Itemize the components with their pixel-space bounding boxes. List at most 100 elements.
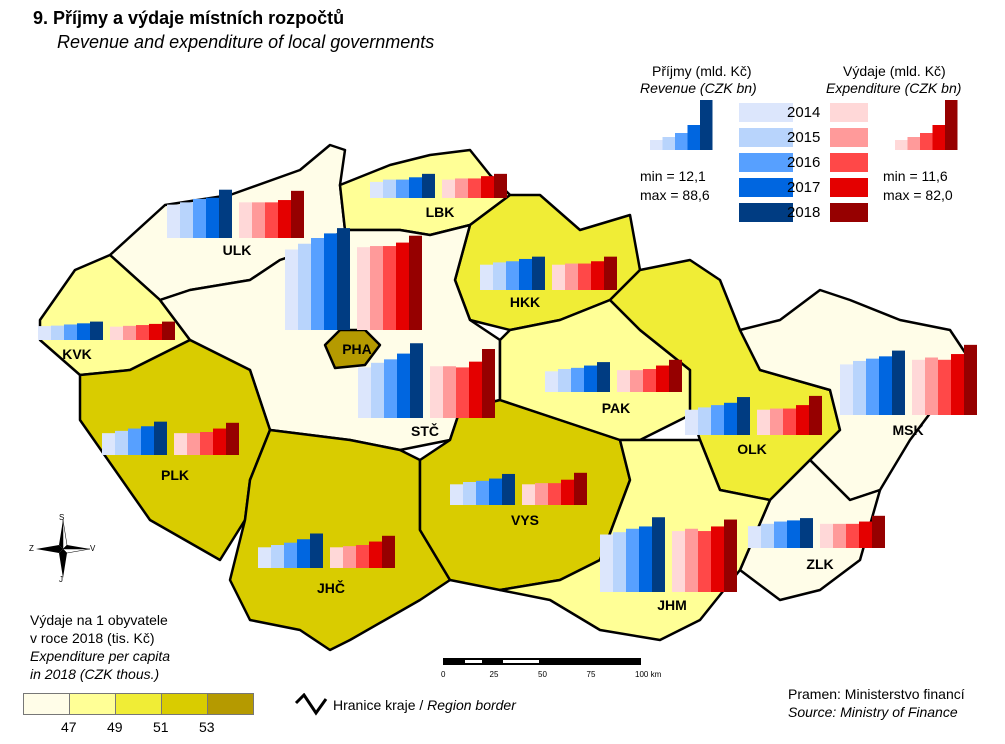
- expenditure-legend-title: Výdaje (mld. Kč): [843, 63, 946, 79]
- revenue-bar-kvk-2017: [77, 323, 90, 340]
- region-border-label-cz: Hranice kraje /: [333, 697, 428, 713]
- revenue-bar-olk-2014: [685, 409, 698, 435]
- expenditure-bar-stč-2018: [482, 349, 495, 418]
- expenditure-bar-pak-2014: [617, 370, 630, 392]
- class-swatch-0: [24, 694, 69, 714]
- revenue-bar-vys-2015: [463, 482, 476, 505]
- class-swatch-4: [207, 694, 253, 714]
- revenue-bar-pha-2014: [285, 249, 298, 330]
- year-label: 2014: [787, 104, 821, 121]
- expenditure-legend-subtitle: Expenditure (CZK bn): [826, 80, 962, 96]
- year-label: 2015: [787, 129, 821, 146]
- expenditure-bar-kvk-2017: [149, 323, 162, 340]
- revenue-bar-pha-2017: [324, 233, 337, 330]
- expenditure-bar-lbk-2018: [494, 173, 507, 198]
- expenditure-bar-pak-2016: [643, 369, 656, 392]
- expenditure-bar-jhč-2016: [356, 545, 369, 568]
- revenue-bar-kvk-2014: [38, 326, 51, 340]
- revenue-bar-pha-2018: [337, 228, 350, 330]
- revenue-min: min = 12,1: [640, 168, 706, 184]
- figure-subtitle: Revenue and expenditure of local governm…: [57, 32, 435, 52]
- region-label-plk: PLK: [161, 467, 189, 483]
- revenue-bar-plk-2018: [154, 421, 167, 455]
- revenue-bar-lbk-2015: [383, 179, 396, 198]
- revenue-bar-stč-2015: [371, 362, 384, 418]
- expenditure-bar-hkk-2016: [578, 263, 591, 290]
- class-swatch-2: [115, 694, 161, 714]
- region-label-zlk: ZLK: [806, 556, 834, 572]
- year-label: 2017: [787, 179, 821, 196]
- revenue-bar-zlk-2017: [787, 520, 800, 548]
- expenditure-bar-stč-2014: [430, 366, 443, 418]
- region-label-olk: OLK: [737, 441, 767, 457]
- expenditure-bar-msk-2014: [912, 359, 925, 415]
- expenditure-bar-ulk-2018: [291, 190, 304, 238]
- expenditure-bar-pha-2014: [357, 247, 370, 330]
- revenue-bar-jhč-2017: [297, 539, 310, 568]
- choropleth-title-en2: in 2018 (CZK thous.): [30, 666, 160, 682]
- revenue-bar-stč-2018: [410, 343, 423, 418]
- expenditure-bar-jhm-2017: [711, 526, 724, 592]
- revenue-bar-vys-2018: [502, 473, 515, 505]
- expenditure-legend-bars: [895, 100, 958, 150]
- revenue-bar-msk-2016: [866, 358, 879, 415]
- expenditure-bar-plk-2017: [213, 428, 226, 455]
- expenditure-bar-ulk-2016: [265, 202, 278, 238]
- revenue-bar-msk-2017: [879, 356, 892, 415]
- compass-rose-icon: [36, 519, 91, 578]
- legend-bar: [907, 137, 920, 150]
- revenue-swatch-2014: [739, 103, 793, 122]
- region-label-hkk: HKK: [509, 294, 541, 310]
- legend-bar: [895, 140, 908, 150]
- revenue-bar-hkk-2018: [532, 256, 545, 290]
- revenue-bar-jhm-2018: [652, 517, 665, 592]
- revenue-swatch-2016: [739, 153, 793, 172]
- expenditure-bar-msk-2015: [925, 357, 938, 415]
- revenue-bar-jhč-2014: [258, 547, 271, 568]
- expenditure-bar-plk-2018: [226, 422, 239, 455]
- year-label: 2018: [787, 204, 821, 221]
- region-border-icon: [294, 693, 328, 716]
- class-break: 53: [199, 719, 215, 735]
- expenditure-bar-msk-2017: [951, 354, 964, 415]
- revenue-bar-msk-2015: [853, 360, 866, 415]
- revenue-bar-hkk-2016: [506, 261, 519, 290]
- choropleth-title-en1: Expenditure per capita: [30, 648, 171, 664]
- expenditure-bar-jhč-2017: [369, 541, 382, 568]
- expenditure-bar-hkk-2014: [552, 264, 565, 290]
- expenditure-min: min = 11,6: [883, 168, 948, 184]
- legend-bar: [932, 125, 945, 150]
- expenditure-bar-jhm-2016: [698, 531, 711, 592]
- revenue-bar-jhm-2015: [613, 532, 626, 592]
- expenditure-bar-pha-2015: [370, 246, 383, 330]
- expenditure-bar-jhč-2018: [382, 535, 395, 568]
- revenue-bar-kvk-2016: [64, 324, 77, 340]
- class-break: 47: [61, 719, 77, 735]
- expenditure-bar-olk-2015: [770, 408, 783, 435]
- revenue-bar-zlk-2014: [748, 526, 761, 548]
- region-label-stc: STČ: [411, 423, 439, 439]
- expenditure-bar-olk-2017: [796, 405, 809, 435]
- expenditure-bar-ulk-2014: [239, 202, 252, 238]
- expenditure-bar-zlk-2016: [846, 523, 859, 548]
- revenue-bar-jhč-2018: [310, 533, 323, 568]
- revenue-bar-hkk-2017: [519, 258, 532, 290]
- revenue-bar-lbk-2016: [396, 179, 409, 198]
- revenue-bar-ulk-2016: [193, 198, 206, 238]
- expenditure-bar-stč-2016: [456, 367, 469, 418]
- revenue-bar-olk-2018: [737, 397, 750, 435]
- choropleth-title-cz2: v roce 2018 (tis. Kč): [30, 630, 155, 646]
- compass-v: V: [90, 544, 96, 553]
- expenditure-bar-hkk-2015: [565, 263, 578, 290]
- expenditure-bar-stč-2015: [443, 366, 456, 418]
- revenue-bar-ulk-2017: [206, 197, 219, 238]
- revenue-bar-zlk-2015: [761, 523, 774, 548]
- expenditure-bar-plk-2014: [174, 433, 187, 455]
- region-border-label: Hranice kraje / Region border: [333, 697, 516, 713]
- revenue-bar-lbk-2018: [422, 173, 435, 198]
- revenue-max: max = 88,6: [640, 187, 710, 203]
- revenue-bar-pak-2018: [597, 362, 610, 392]
- legend-bar: [687, 125, 700, 150]
- revenue-bar-vys-2017: [489, 478, 502, 505]
